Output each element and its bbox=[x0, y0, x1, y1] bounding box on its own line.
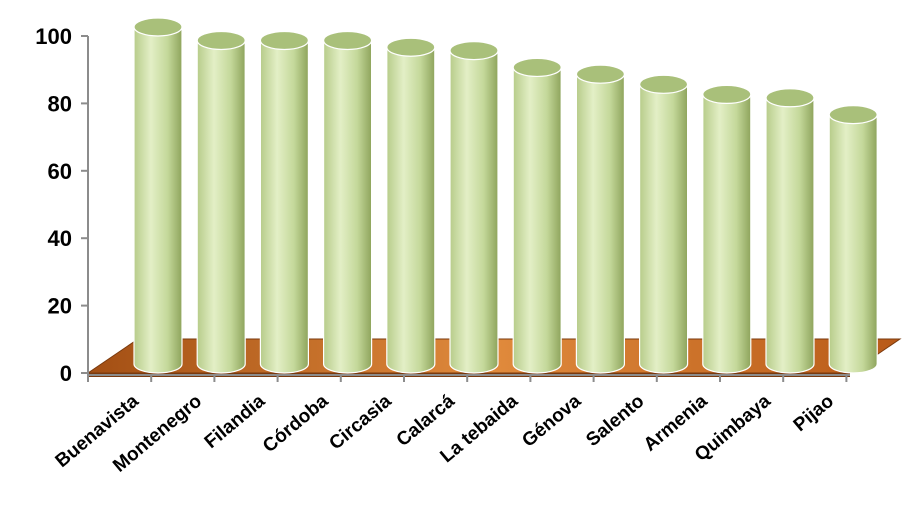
bar bbox=[575, 64, 626, 374]
bar-body bbox=[575, 73, 625, 374]
bar bbox=[702, 84, 752, 374]
y-axis: 0 20 40 60 80 100 bbox=[35, 24, 89, 386]
bar-top bbox=[828, 105, 878, 125]
bar-top bbox=[512, 57, 562, 78]
bar bbox=[512, 57, 562, 374]
bar bbox=[196, 30, 246, 374]
bar-top bbox=[386, 37, 436, 57]
bar-body bbox=[386, 46, 436, 374]
bar-body bbox=[512, 66, 562, 374]
bar-body bbox=[765, 97, 815, 374]
x-category-label: Circasia bbox=[325, 390, 395, 454]
x-category-label: Córdoba bbox=[259, 390, 333, 457]
x-category-label: Pijao bbox=[790, 391, 838, 436]
bar bbox=[133, 17, 183, 374]
bar-top bbox=[449, 40, 499, 61]
x-category-label: Filandia bbox=[201, 390, 270, 453]
x-category-label: Génova bbox=[518, 390, 585, 451]
bar-top bbox=[638, 74, 689, 94]
y-tick-label: 60 bbox=[48, 159, 72, 184]
y-tick-label: 40 bbox=[48, 226, 72, 251]
bar-top bbox=[323, 30, 373, 51]
bar bbox=[828, 105, 878, 374]
y-tick-label: 0 bbox=[60, 361, 72, 386]
bar bbox=[765, 88, 815, 374]
bar-body bbox=[828, 114, 878, 374]
bar-top bbox=[133, 17, 183, 37]
bar-top bbox=[196, 30, 246, 51]
bar-body bbox=[259, 39, 309, 374]
y-tick-label: 20 bbox=[48, 294, 72, 319]
category-labels: BuenavistaMontenegroFilandiaCórdobaCirca… bbox=[52, 390, 838, 476]
bar-body bbox=[639, 83, 689, 374]
bar bbox=[386, 37, 436, 374]
bar-body bbox=[196, 39, 246, 374]
y-tick-label: 80 bbox=[48, 91, 72, 116]
bar bbox=[449, 40, 499, 374]
bar bbox=[323, 30, 373, 374]
bar-top bbox=[259, 30, 309, 51]
bar-top bbox=[765, 88, 815, 108]
x-category-label: Salento bbox=[582, 391, 648, 451]
bar-body bbox=[449, 49, 499, 374]
bar-top bbox=[702, 84, 752, 105]
bar bbox=[259, 30, 309, 374]
bars bbox=[133, 17, 878, 374]
bar-body bbox=[702, 93, 752, 374]
bar-body bbox=[323, 39, 373, 374]
bar-body bbox=[133, 26, 183, 374]
y-tick-label: 100 bbox=[35, 24, 72, 49]
x-axis bbox=[87, 374, 850, 382]
bar bbox=[638, 74, 689, 374]
bar-top bbox=[575, 64, 626, 84]
